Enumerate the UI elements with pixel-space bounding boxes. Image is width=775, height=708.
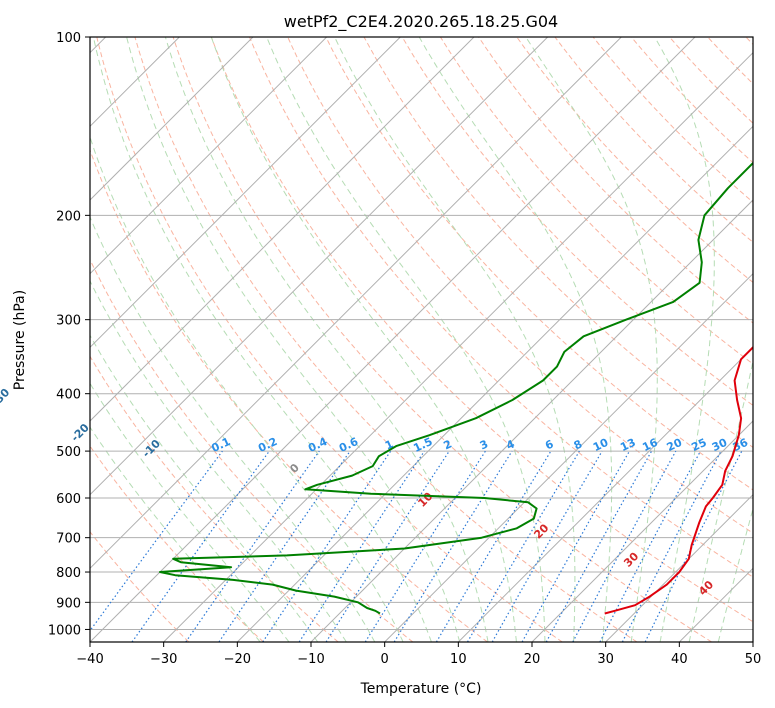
dry-adiabat: [90, 148, 488, 642]
isotherm: [531, 420, 753, 642]
dry-adiabat: [134, 37, 638, 642]
x-tick-label: 40: [671, 652, 688, 667]
mixing-ratio-line: [325, 450, 450, 642]
dry-adiabat: [363, 37, 753, 448]
y-axis-ticks: 100 200 300 400 500 600 700 800 900 1000: [48, 31, 90, 638]
moist-adiabat: [688, 358, 753, 642]
isotherm: [90, 37, 696, 642]
y-tick-label: 700: [56, 532, 81, 547]
mixing-ratio-line: [262, 450, 392, 642]
y-tick-label: 300: [56, 314, 81, 329]
y-tick-label: 200: [56, 209, 81, 224]
y-axis-label: Pressure (hPa): [12, 290, 28, 390]
x-tick-label: 50: [745, 652, 762, 667]
moist-adiabat: [266, 37, 546, 642]
isotherm: [310, 199, 753, 642]
isotherm: [90, 37, 622, 570]
isotherm: [90, 37, 401, 349]
moist-adiabat: [90, 426, 261, 642]
moist-adiabat: [164, 37, 489, 642]
mixing-ratio-label: 30: [710, 436, 730, 454]
y-tick-label: 100: [56, 31, 81, 46]
dry-adiabat: [172, 37, 712, 642]
y-tick-label: 800: [56, 566, 81, 581]
dry-adiabat: [592, 37, 753, 204]
moist-adiabat: [90, 334, 319, 642]
moist-adiabat: [90, 382, 290, 642]
x-tick-label: 0: [381, 652, 389, 667]
dry-adiabat: [90, 258, 414, 642]
y-tick-label: 1000: [48, 623, 81, 638]
isotherm: [90, 37, 254, 201]
mixing-ratio-line: [545, 450, 653, 642]
isotherm: [384, 272, 753, 642]
moist-adiabat: [210, 37, 517, 642]
isotherm: [163, 51, 753, 642]
dry-adiabat: [96, 37, 563, 642]
mixing-ratio-label: 13: [618, 436, 637, 454]
chart-title: wetPf2_C2E4.2020.265.18.25.G04: [284, 12, 558, 32]
mixing-ratio-line: [185, 450, 320, 642]
moist-adiabat: [92, 37, 432, 642]
x-tick-label: −10: [297, 652, 324, 667]
x-tick-label: −30: [150, 652, 177, 667]
moist-adiabat: [654, 37, 715, 642]
isotherm: [90, 37, 328, 275]
isotherm: [457, 346, 753, 642]
moist-adiabat: [90, 135, 404, 642]
isotherm: [90, 37, 549, 496]
dry-adiabat: [325, 37, 753, 491]
mixing-ratio-label: 16: [640, 436, 660, 454]
dry-adiabat: [516, 37, 753, 284]
mixing-ratio-line: [521, 450, 631, 642]
x-axis-label: Temperature (°C): [360, 681, 482, 697]
mixing-ratio-line: [572, 450, 677, 642]
dry-adiabat: [478, 37, 753, 324]
temperature-profile: [604, 345, 753, 615]
moist-adiabat: [334, 37, 576, 642]
dry-adiabat: [401, 37, 753, 406]
x-tick-label: 30: [597, 652, 614, 667]
isotherm: [605, 493, 753, 642]
isotherm: [90, 37, 475, 422]
mixing-ratio-line: [393, 450, 513, 642]
mixing-ratio-label: 20: [665, 436, 685, 454]
mixing-ratio-line: [90, 450, 223, 632]
dry-adiabat: [210, 37, 753, 623]
x-axis-ticks: −40 −30 −20 −10 0 10 20 30 40 50: [76, 642, 761, 667]
mixing-ratio-line: [218, 450, 351, 642]
x-tick-label: 10: [450, 652, 467, 667]
x-tick-label: −20: [224, 652, 251, 667]
y-tick-label: 500: [56, 445, 81, 460]
reference-lines: [90, 37, 753, 642]
moist-adiabat: [418, 37, 613, 642]
moist-adiabat: [126, 37, 461, 642]
x-tick-label: 20: [524, 652, 541, 667]
plot-frame: [89, 36, 754, 643]
mixing-ratio-line: [644, 450, 743, 642]
dewpoint-profile: [159, 161, 753, 615]
mixing-ratio-label: 10: [591, 436, 611, 454]
isotherm: [236, 125, 753, 642]
sounding-profiles: [159, 161, 753, 615]
moist-adiabat: [90, 215, 376, 642]
dry-adiabat: [90, 531, 190, 642]
moist-adiabat: [525, 37, 658, 642]
dry-adiabat: [287, 37, 753, 534]
x-tick-label: −40: [76, 652, 103, 667]
mixing-ratio-label: 25: [689, 436, 708, 454]
y-tick-label: 900: [56, 596, 81, 611]
dry-adiabat: [90, 355, 339, 642]
moist-adiabat: [717, 506, 753, 642]
y-tick-label: 600: [56, 492, 81, 507]
y-tick-label: 400: [56, 388, 81, 403]
